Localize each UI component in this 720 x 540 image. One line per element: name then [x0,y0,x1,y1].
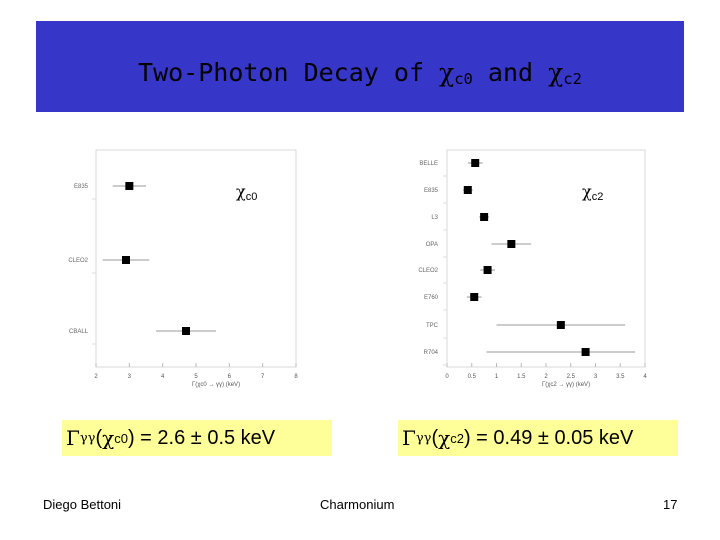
chi-symbol: χ [439,58,455,88]
experiment-label: E835 [424,188,439,194]
x-tick-label: 0 [445,374,449,380]
x-tick-label: 2 [544,374,548,380]
x-tick-label: 3 [128,374,132,380]
data-point [471,159,480,167]
panel-label-chic0: χc0 [236,182,258,203]
data-point [463,186,472,194]
title-banner: Two-Photon Decay of χc0 and χc2 [36,21,684,112]
experiment-label: OPA [426,242,438,248]
x-tick-label: 5 [194,374,198,380]
chi-subscript-c2: c2 [563,69,582,88]
experiment-label: R704 [424,350,439,356]
experiment-label: L3 [431,215,438,221]
footer-author: Diego Bettoni [43,497,122,512]
data-point [122,256,130,264]
data-point [480,213,489,221]
x-tick-label: 2.5 [567,374,576,380]
experiment-label: CLEO2 [418,268,438,274]
x-tick-label: 3.5 [616,374,625,380]
x-tick-label: 4 [643,374,647,380]
data-point [556,321,565,329]
experiment-label: CBALL [69,329,89,335]
data-point [470,293,479,301]
chi-subscript-c0: c0 [454,69,473,88]
x-axis-label: Γ(χc2 → γγ) (keV) [542,382,590,388]
data-point [483,266,492,274]
x-tick-label: 2 [94,374,98,380]
footer-topic: Charmonium [320,497,395,512]
x-tick-label: 6 [228,374,232,380]
data-point [581,348,590,356]
experiment-label: E760 [424,295,439,301]
x-tick-label: 3 [594,374,598,380]
data-point [182,327,190,335]
experiment-label: BELLE [419,161,438,167]
x-tick-label: 1 [495,374,499,380]
panel-label-chic2: χc2 [582,182,604,203]
plot-frame [446,149,646,368]
x-tick-label: 7 [261,374,265,380]
experiment-label: CLEO2 [68,258,88,264]
data-point [507,240,516,248]
experiment-label: E835 [74,184,89,190]
x-tick-label: 4 [161,374,165,380]
footer-page-number: 17 [663,497,678,512]
x-tick-label: 8 [294,374,298,380]
data-point [125,182,134,190]
experiment-label: TPC [426,323,439,329]
x-axis-label: Γ(χc0 → γγ) (keV) [192,382,240,388]
x-tick-label: 1.5 [517,374,526,380]
x-tick-label: 0.5 [468,374,477,380]
slide-title: Two-Photon Decay of χc0 and χc2 [138,58,582,88]
chi-symbol: χ [548,58,564,88]
